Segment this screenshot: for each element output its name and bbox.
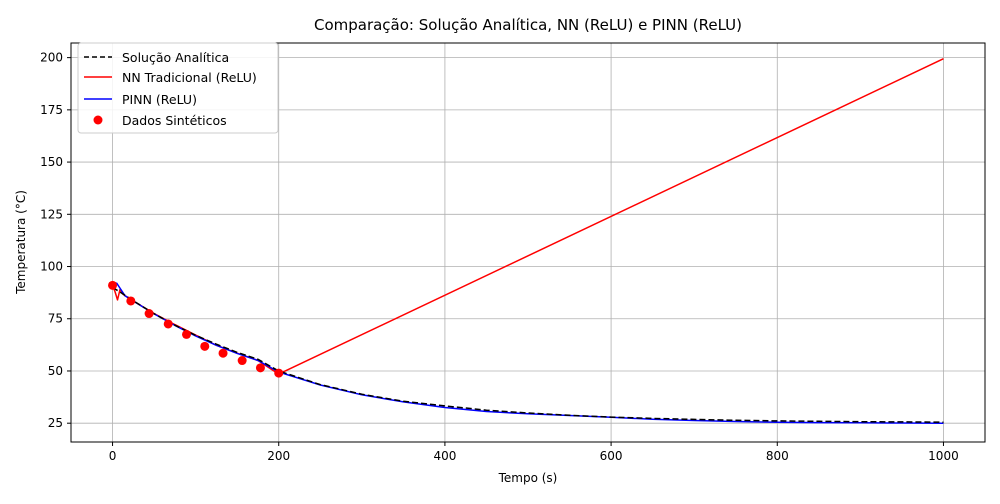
chart-title: Comparação: Solução Analítica, NN (ReLU)…: [314, 16, 742, 34]
data-point: [218, 348, 228, 358]
data-point: [126, 296, 136, 306]
data-point: [255, 363, 265, 373]
y-tick-label: 75: [48, 312, 63, 326]
legend: Solução Analítica NN Tradicional (ReLU) …: [77, 42, 279, 134]
data-point: [108, 280, 118, 290]
y-tick-label: 150: [40, 155, 63, 169]
x-tick-label: 1000: [928, 449, 959, 463]
series-line-analytic: [112, 286, 944, 423]
x-tick-label: 600: [600, 449, 623, 463]
legend-label-analytic: Solução Analítica: [122, 50, 229, 65]
x-tick-label: 800: [766, 449, 789, 463]
data-point: [181, 329, 191, 339]
legend-label-pinn: PINN (ReLU): [122, 92, 197, 107]
y-tick-label: 200: [40, 51, 63, 65]
legend-swatch-data: [93, 115, 103, 125]
x-axis-label: Tempo (s): [498, 471, 558, 485]
legend-box: [77, 42, 279, 134]
legend-label-nn: NN Tradicional (ReLU): [122, 70, 257, 85]
data-point: [144, 309, 154, 319]
y-tick-label: 125: [40, 207, 63, 221]
data-point: [237, 356, 247, 366]
tick-layer: 0 200 400 600 800 1000 25 50 75 100 125 150 175 200: [40, 51, 959, 463]
data-point: [200, 341, 210, 351]
x-tick-label: 0: [109, 449, 117, 463]
plot-frame: [70, 42, 986, 443]
y-tick-label: 50: [48, 364, 63, 378]
y-tick-label: 175: [40, 103, 63, 117]
legend-label-data: Dados Sintéticos: [122, 113, 227, 128]
data-point: [274, 368, 284, 378]
y-tick-label: 25: [48, 416, 63, 430]
x-tick-label: 400: [433, 449, 456, 463]
data-point: [163, 319, 173, 329]
y-tick-label: 100: [40, 260, 63, 274]
series-layer: [111, 58, 944, 424]
x-tick-label: 200: [267, 449, 290, 463]
y-axis-label: Temperatura (°C): [14, 190, 28, 295]
scatter-layer: [108, 280, 284, 378]
